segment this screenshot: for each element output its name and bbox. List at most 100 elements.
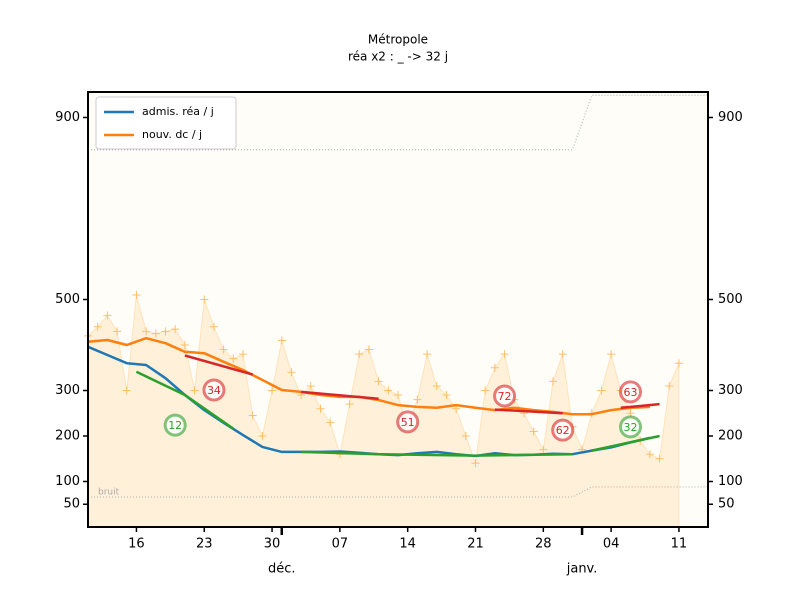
annotation-label: 51 — [401, 416, 415, 429]
daily-point — [442, 391, 451, 400]
daily-point — [326, 418, 335, 427]
noise-line — [88, 486, 708, 498]
daily-point — [394, 391, 402, 400]
daily-point — [549, 377, 557, 386]
annotation-label: 63 — [624, 386, 638, 399]
annotation-label: 12 — [168, 419, 182, 432]
chart-subtitle: réa x2 : _ -> 32 j — [348, 50, 448, 64]
daily-point — [413, 395, 422, 404]
daily-point — [277, 336, 286, 345]
daily-point — [374, 377, 383, 386]
noise-line — [88, 94, 708, 151]
y2-tick-label: 300 — [718, 383, 743, 398]
y-tick-label: 300 — [55, 383, 80, 398]
month-label: déc. — [268, 562, 296, 577]
trend-line — [494, 408, 563, 415]
daily-point — [355, 350, 364, 359]
x-tick-label: 23 — [196, 537, 213, 552]
x-tick-label: 04 — [603, 537, 620, 552]
daily-point — [481, 386, 490, 395]
x-tick-label: 21 — [467, 537, 484, 552]
y-tick-label: 100 — [55, 474, 80, 489]
trend-line — [300, 390, 379, 400]
y2-tick-label: 500 — [718, 292, 743, 307]
daily-point — [471, 459, 480, 468]
daily-point — [364, 345, 373, 354]
x-tick-label: 16 — [128, 537, 145, 552]
annotation-circle — [202, 378, 226, 402]
y2-tick-label: 900 — [718, 110, 743, 125]
daily-point — [461, 431, 470, 440]
y-tick-label: 500 — [55, 292, 80, 307]
x-tick-label: 11 — [671, 537, 688, 552]
trend-line — [591, 434, 660, 452]
daily-point — [645, 450, 654, 459]
annotation-circle — [619, 380, 642, 404]
annotation-circle — [493, 384, 517, 408]
chart-title: Métropole — [368, 33, 428, 47]
daily-point — [268, 386, 277, 395]
daily-point — [103, 311, 112, 320]
daily-point — [122, 386, 131, 395]
daily-point — [529, 427, 538, 436]
daily-point — [306, 381, 315, 390]
daily-point — [93, 322, 102, 331]
y2-tick-label: 100 — [718, 474, 743, 489]
y2-tick-label: 200 — [718, 428, 743, 443]
y2-tick-label: 50 — [718, 497, 735, 512]
annotation-label: 62 — [556, 424, 570, 437]
daily-point — [229, 354, 238, 363]
daily-point — [432, 381, 441, 390]
trend-line — [184, 354, 254, 376]
month-label: janv. — [566, 562, 598, 577]
daily-point — [345, 400, 354, 409]
daily-point — [190, 386, 199, 395]
x-tick-label: 07 — [332, 537, 349, 552]
daily-point — [490, 363, 499, 372]
daily-point — [200, 295, 209, 304]
trend-line — [620, 402, 660, 410]
daily-point — [655, 454, 664, 463]
daily-point — [248, 411, 257, 420]
daily-point — [209, 322, 218, 331]
trend-line — [135, 370, 235, 430]
noise-label: bruit — [98, 487, 120, 497]
y-tick-label: 50 — [63, 497, 80, 512]
daily-point — [132, 290, 141, 299]
y-tick-label: 200 — [55, 428, 80, 443]
annotation-circle — [551, 418, 575, 442]
annotation-circle — [163, 413, 187, 437]
legend-label: admis. réa / j — [142, 105, 214, 118]
plot-frame — [87, 91, 709, 528]
annotation-circle — [619, 415, 642, 439]
annotation-label: 34 — [207, 384, 221, 397]
annotation-label: 32 — [624, 421, 638, 434]
annotation-circle — [396, 410, 420, 434]
daily-point — [665, 381, 674, 390]
daily-point — [539, 445, 548, 454]
daily-point — [674, 359, 683, 368]
daily-point — [113, 327, 122, 336]
daily-point — [258, 431, 267, 440]
legend-label: nouv. dc / j — [142, 128, 202, 141]
trend-line — [301, 450, 573, 457]
annotation-label: 72 — [498, 390, 512, 403]
daily-point — [558, 350, 567, 359]
daily-point — [287, 368, 296, 377]
daily-point — [500, 350, 509, 359]
daily-point — [171, 325, 180, 334]
daily-point — [142, 327, 151, 336]
daily-point — [239, 350, 247, 359]
daily-point — [161, 327, 170, 336]
daily-point — [151, 329, 160, 338]
daily-point — [384, 386, 393, 395]
daily-point — [219, 345, 228, 354]
daily-point — [316, 404, 325, 413]
daily-point — [607, 350, 616, 359]
daily-point — [597, 386, 606, 395]
x-tick-label: 28 — [535, 537, 552, 552]
x-tick-label: 30 — [264, 537, 281, 552]
x-tick-label: 14 — [399, 537, 416, 552]
